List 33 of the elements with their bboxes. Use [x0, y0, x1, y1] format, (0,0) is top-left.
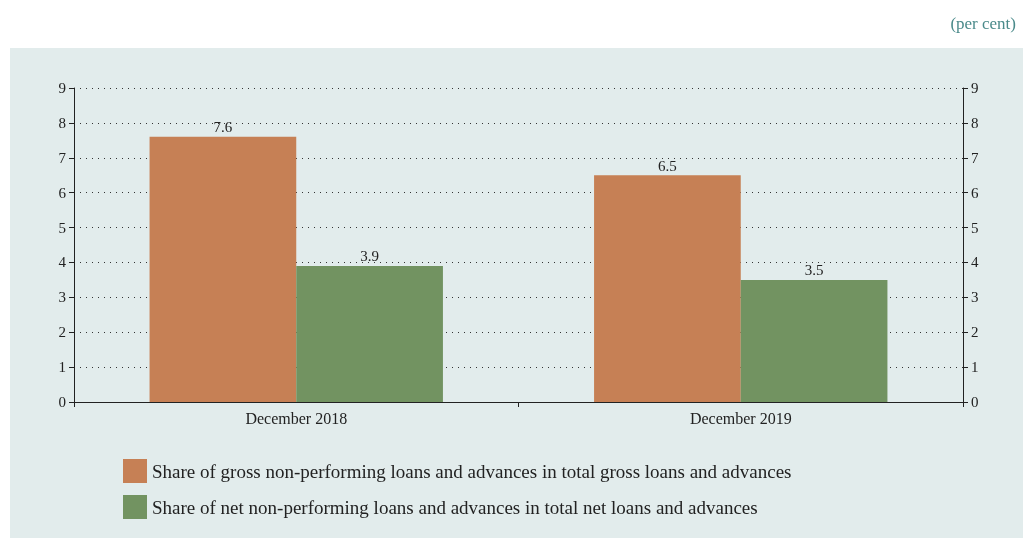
y2-tick-label: 0 — [971, 394, 979, 410]
y2-tick-label: 7 — [971, 149, 979, 166]
x-tick-label: December 2018 — [245, 409, 348, 427]
y-tick-label: 6 — [58, 184, 67, 201]
y-tick-label: 2 — [58, 324, 66, 341]
data-label: 7.6 — [213, 119, 233, 136]
y-tick-label: 1 — [58, 359, 66, 376]
bar — [740, 279, 888, 402]
y2-tick-label: 2 — [971, 324, 979, 341]
y2-tick-label: 3 — [971, 289, 979, 306]
data-label: 6.5 — [658, 157, 677, 174]
y-tick-label: 9 — [58, 80, 66, 96]
y2-tick-label: 4 — [971, 254, 979, 271]
y-tick-label: 8 — [58, 114, 66, 131]
y-tick-label: 0 — [58, 394, 66, 410]
bar — [594, 175, 741, 402]
y-tick-label: 5 — [58, 219, 66, 236]
y2-tick-label: 8 — [971, 114, 979, 131]
text: (per cent) — [950, 14, 1016, 33]
data-label: 3.5 — [804, 262, 824, 279]
bar — [296, 265, 443, 402]
y2-tick-label: 5 — [971, 219, 979, 236]
y-tick-label: 4 — [58, 254, 67, 271]
bar — [149, 136, 297, 402]
legend-label: Share of net non-performing loans and advances in total net loans and advances — [152, 496, 758, 518]
y2-tick-label: 9 — [971, 80, 979, 96]
x-tick-label: December 2019 — [689, 409, 792, 427]
legend-label: Share of gross non-performing loans and advances in total gross loans and advances — [152, 460, 792, 482]
y-tick-label: 3 — [58, 289, 66, 306]
y-tick-label: 7 — [58, 149, 67, 166]
y2-tick-label: 6 — [971, 184, 979, 201]
data-label: 3.9 — [360, 248, 379, 265]
y2-tick-label: 1 — [971, 359, 979, 376]
